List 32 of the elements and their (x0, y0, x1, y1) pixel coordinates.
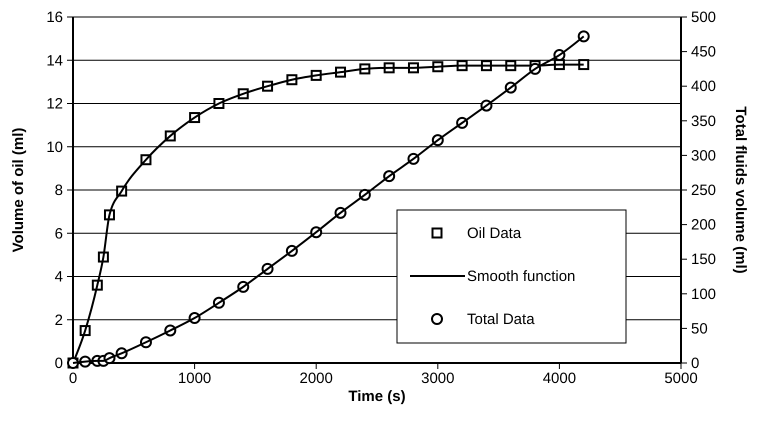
y-tick-label: 16 (46, 9, 63, 26)
x-tick-label: 3000 (421, 370, 454, 387)
y2-tick-label: 0 (691, 355, 700, 372)
x-axis-title: Time (s) (348, 388, 406, 405)
y2-tick-label: 250 (691, 182, 716, 199)
y-tick-label: 2 (54, 312, 63, 329)
y2-tick-label: 50 (691, 320, 708, 338)
y-tick-label: 4 (54, 268, 63, 286)
y2-tick-label: 350 (691, 112, 716, 130)
y-tick-label: 8 (54, 182, 63, 199)
y2-tick-label: 200 (691, 216, 716, 234)
legend-label: Total Data (467, 311, 536, 328)
y-tick-label: 0 (54, 355, 63, 372)
x-tick-label: 1000 (178, 370, 212, 387)
x-tick-label: 2000 (300, 370, 333, 387)
y-tick-label: 12 (46, 96, 63, 112)
y2-tick-label: 300 (691, 147, 716, 164)
y2-tick-label: 450 (691, 44, 716, 61)
y2-tick-label: 100 (691, 286, 716, 303)
y2-tick-label: 150 (691, 251, 716, 268)
x-tick-label: 5000 (664, 370, 698, 387)
y2-axis-title: Total fluids volume (ml) (732, 106, 749, 274)
legend-label: Oil Data (467, 225, 522, 242)
y2-tick-label: 400 (691, 78, 716, 96)
y2-tick-label: 500 (691, 9, 716, 26)
x-tick-label: 0 (68, 370, 78, 387)
legend-label: Smooth function (467, 268, 576, 285)
x-tick-label: 4000 (542, 370, 576, 387)
y-tick-label: 6 (54, 225, 63, 242)
y-tick-label: 10 (46, 138, 63, 156)
y-axis-title: Volume of oil (ml) (10, 128, 27, 252)
y-tick-label: 14 (46, 52, 63, 70)
